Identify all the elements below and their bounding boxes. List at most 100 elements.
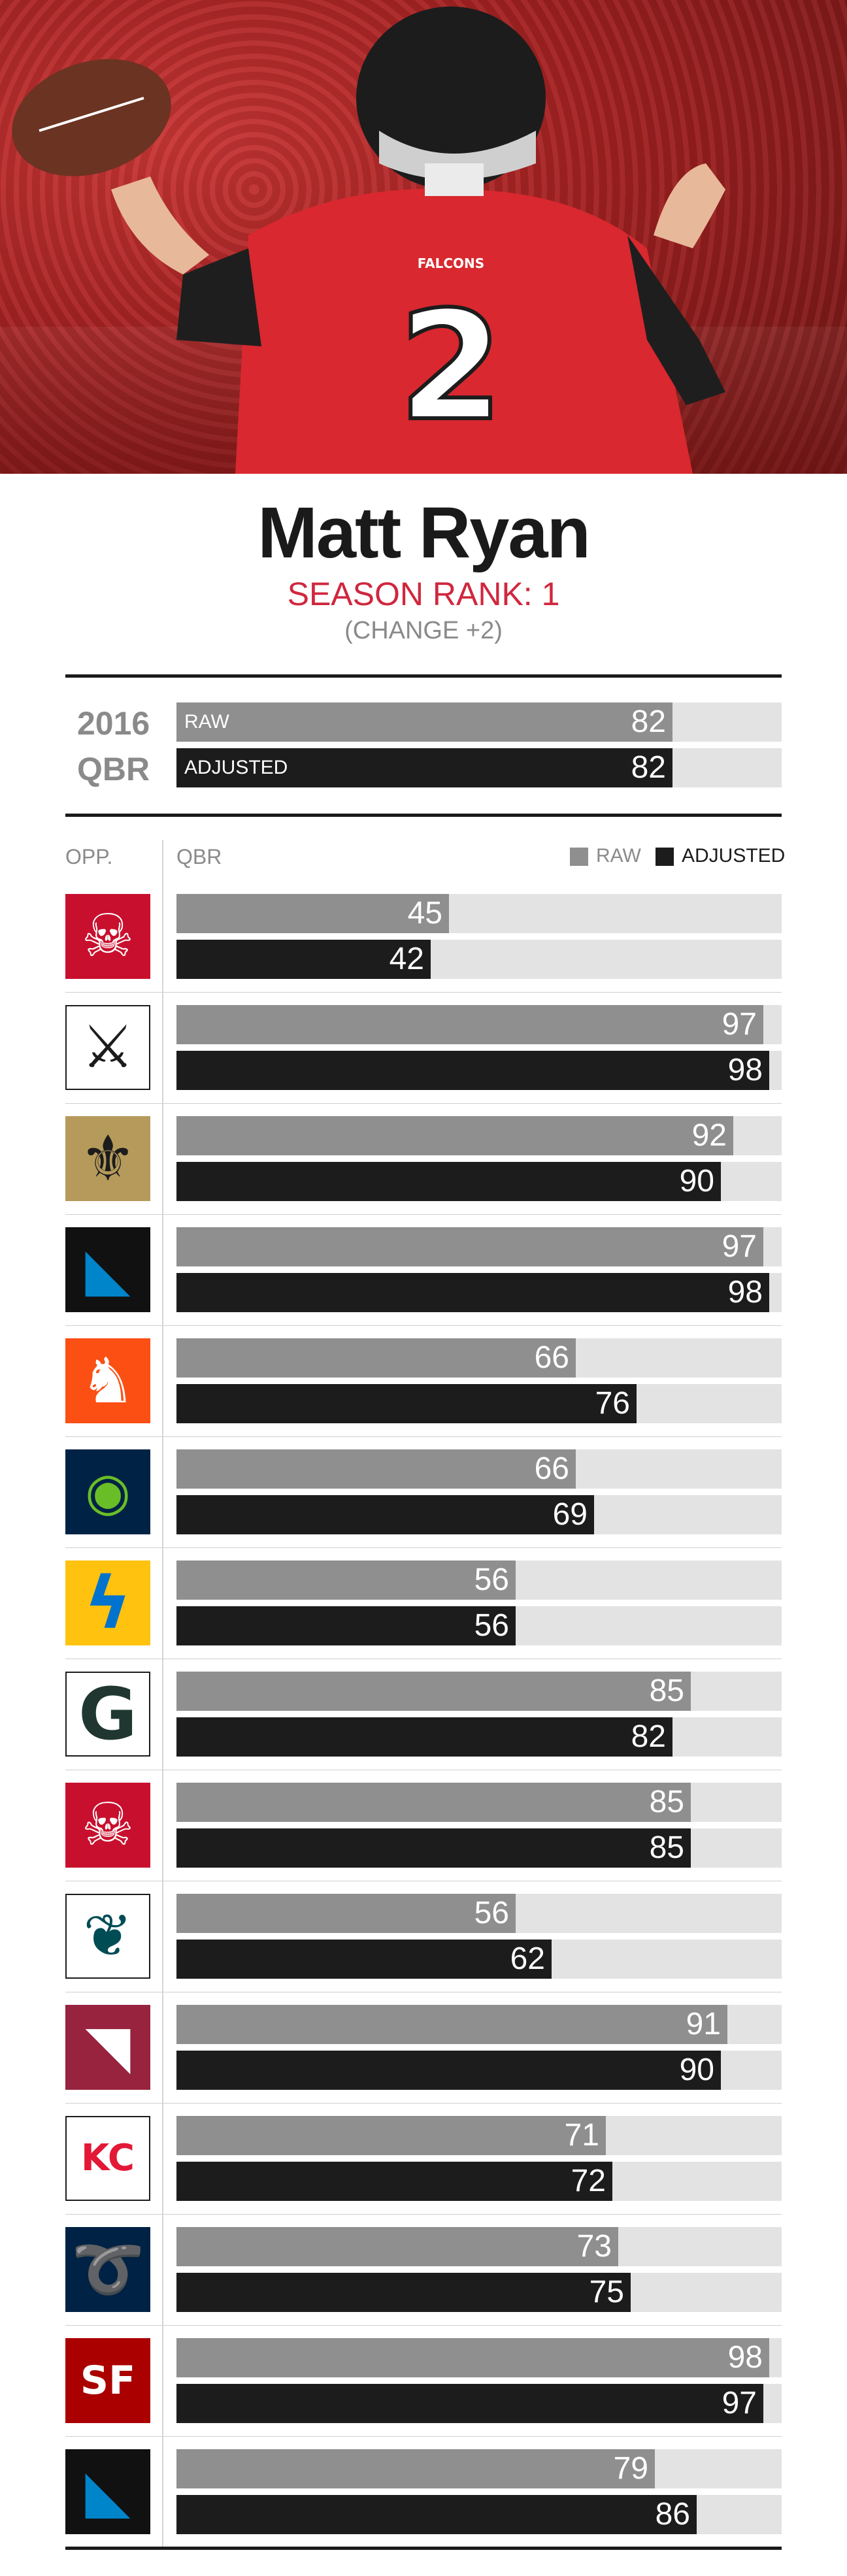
raw-qbr-value: 97 bbox=[722, 1229, 757, 1264]
legend-raw-label: RAW bbox=[596, 845, 641, 867]
adjusted-qbr-bar bbox=[176, 1828, 691, 1868]
broncos-logo-icon: ♞ bbox=[65, 1338, 150, 1423]
raw-qbr-value: 66 bbox=[534, 1451, 569, 1486]
raw-qbr-bar bbox=[176, 1227, 763, 1266]
adjusted-qbr-bar bbox=[176, 1717, 673, 1757]
raw-qbr-value: 92 bbox=[691, 1118, 727, 1153]
legend-adjusted-label: ADJUSTED bbox=[682, 845, 786, 867]
seahawks-logo-icon: ◉ bbox=[65, 1449, 150, 1534]
summary-adjusted-value: 82 bbox=[631, 750, 666, 785]
adjusted-qbr-value: 97 bbox=[722, 2386, 757, 2420]
raw-qbr-value: 56 bbox=[474, 1562, 509, 1597]
packers-logo-icon: G bbox=[65, 1672, 150, 1757]
adjusted-qbr-bar bbox=[176, 2051, 721, 2090]
summary-label: QBR bbox=[77, 751, 150, 787]
raw-qbr-value: 45 bbox=[407, 896, 442, 931]
raw-qbr-value: 79 bbox=[613, 2451, 648, 2486]
legend-adjusted-swatch bbox=[656, 848, 674, 866]
raw-qbr-value: 71 bbox=[564, 2118, 599, 2153]
raw-qbr-value: 73 bbox=[576, 2229, 612, 2264]
raw-qbr-bar bbox=[176, 1783, 691, 1822]
cardinals-logo-icon: ◥ bbox=[65, 2005, 150, 2090]
quarterback-illustration: 2 FALCONS bbox=[12, 7, 725, 474]
summary-year: 2016 bbox=[77, 705, 150, 742]
raw-qbr-value: 66 bbox=[534, 1340, 569, 1375]
svg-text:FALCONS: FALCONS bbox=[418, 256, 484, 271]
player-name: Matt Ryan bbox=[257, 493, 591, 573]
raw-qbr-bar bbox=[176, 1894, 516, 1933]
hero-photo: 2 FALCONS bbox=[0, 0, 847, 474]
panthers-logo-icon: ◣ bbox=[65, 1227, 150, 1312]
adjusted-qbr-bar bbox=[176, 2495, 697, 2534]
adjusted-qbr-value: 86 bbox=[655, 2497, 690, 2532]
row-separator bbox=[65, 2103, 782, 2104]
raw-qbr-bar bbox=[176, 1338, 576, 1378]
saints-logo-icon: ⚜ bbox=[65, 1116, 150, 1201]
row-separator bbox=[65, 1214, 782, 1215]
raw-qbr-bar bbox=[176, 2116, 606, 2155]
row-separator bbox=[65, 1103, 782, 1104]
adjusted-qbr-bar bbox=[176, 940, 431, 979]
raw-qbr-bar bbox=[176, 1005, 763, 1044]
chargers-logo-icon: ϟ bbox=[65, 1560, 150, 1645]
summary-divider bbox=[65, 814, 782, 817]
row-separator bbox=[65, 2325, 782, 2326]
raw-qbr-value: 56 bbox=[474, 1896, 509, 1930]
top-divider bbox=[65, 674, 782, 678]
raw-qbr-bar bbox=[176, 2449, 655, 2488]
raw-qbr-bar bbox=[176, 1560, 516, 1600]
adjusted-qbr-bar bbox=[176, 1051, 769, 1090]
raw-qbr-bar bbox=[176, 1449, 576, 1489]
adjusted-qbr-value: 82 bbox=[631, 1719, 666, 1754]
adjusted-qbr-value: 76 bbox=[595, 1386, 630, 1421]
row-separator bbox=[65, 1547, 782, 1548]
raw-qbr-bar bbox=[176, 1116, 733, 1155]
adjusted-qbr-value: 42 bbox=[389, 942, 424, 976]
adjusted-qbr-value: 85 bbox=[649, 1830, 684, 1865]
bottom-divider bbox=[65, 2547, 782, 2550]
raw-qbr-value: 97 bbox=[722, 1007, 757, 1042]
summary-adjusted-label: ADJUSTED bbox=[184, 757, 288, 778]
raw-qbr-value: 98 bbox=[727, 2340, 763, 2375]
adjusted-qbr-bar bbox=[176, 1495, 594, 1534]
legend-raw-swatch bbox=[570, 848, 588, 866]
eagles-logo-icon: ❦ bbox=[65, 1894, 150, 1979]
adjusted-qbr-bar bbox=[176, 1940, 552, 1979]
summary-raw-bar bbox=[176, 702, 673, 742]
raiders-logo-icon: ⚔ bbox=[65, 1005, 150, 1090]
adjusted-qbr-value: 98 bbox=[727, 1053, 763, 1087]
buccaneers-logo-icon: ☠ bbox=[65, 894, 150, 979]
49ers-logo-icon: SF bbox=[65, 2338, 150, 2423]
adjusted-qbr-value: 62 bbox=[510, 1941, 545, 1976]
adjusted-qbr-bar bbox=[176, 2162, 612, 2201]
adjusted-qbr-bar bbox=[176, 1384, 637, 1423]
raw-qbr-bar bbox=[176, 894, 449, 933]
adjusted-qbr-value: 90 bbox=[679, 2053, 714, 2087]
adjusted-qbr-bar bbox=[176, 2384, 763, 2423]
summary-raw-value: 82 bbox=[631, 704, 666, 739]
adjusted-qbr-value: 56 bbox=[474, 1608, 509, 1643]
adjusted-qbr-bar bbox=[176, 1162, 721, 1201]
raw-qbr-bar bbox=[176, 2005, 727, 2044]
raw-qbr-bar bbox=[176, 2338, 769, 2377]
rank-change: (CHANGE +2) bbox=[344, 617, 503, 644]
qbr-header: QBR bbox=[176, 845, 222, 868]
raw-qbr-bar bbox=[176, 2227, 618, 2266]
chiefs-logo-icon: KC bbox=[65, 2116, 150, 2201]
raw-qbr-value: 85 bbox=[649, 1674, 684, 1708]
svg-text:2: 2 bbox=[399, 280, 503, 454]
raw-qbr-value: 85 bbox=[649, 1785, 684, 1819]
adjusted-qbr-value: 72 bbox=[571, 2164, 606, 2198]
adjusted-qbr-value: 98 bbox=[727, 1275, 763, 1310]
row-separator bbox=[65, 1436, 782, 1437]
row-separator bbox=[65, 1325, 782, 1326]
buccaneers-logo-icon: ☠ bbox=[65, 1783, 150, 1868]
adjusted-qbr-value: 90 bbox=[679, 1164, 714, 1198]
opp-header: OPP. bbox=[65, 845, 113, 868]
adjusted-qbr-bar bbox=[176, 1273, 769, 1312]
column-divider bbox=[162, 840, 163, 2547]
adjusted-qbr-bar bbox=[176, 1606, 516, 1645]
row-separator bbox=[65, 992, 782, 993]
rams-logo-icon: ➰ bbox=[65, 2227, 150, 2312]
panthers-logo-icon: ◣ bbox=[65, 2449, 150, 2534]
